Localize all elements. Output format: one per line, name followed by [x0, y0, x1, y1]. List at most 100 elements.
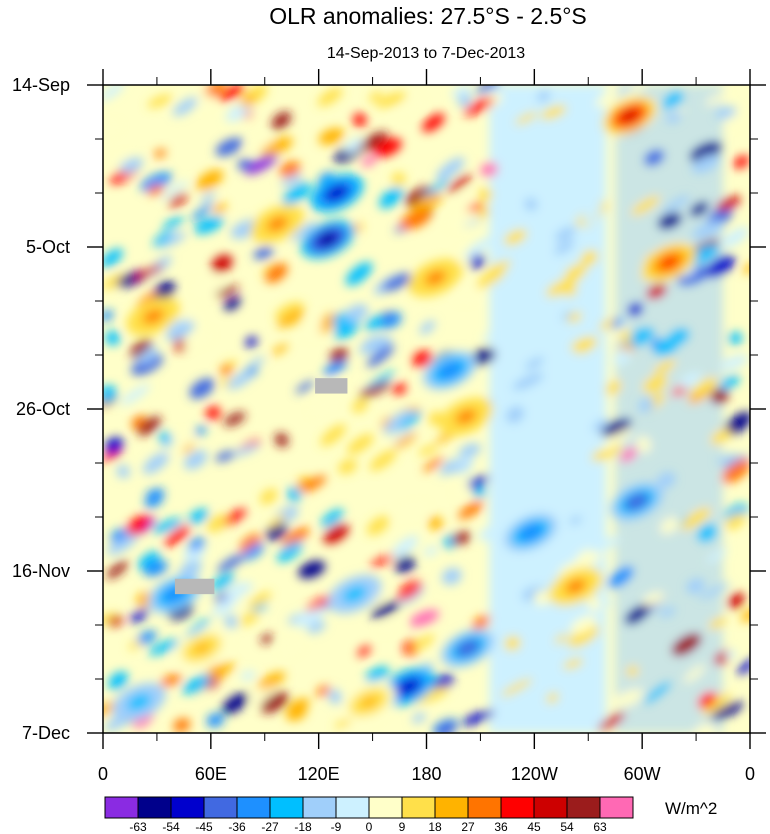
anomaly-cell	[182, 674, 212, 694]
colorbar-swatch	[401, 796, 436, 819]
anomaly-cell	[334, 717, 355, 729]
anomaly-cell	[295, 606, 325, 628]
anomaly-cell	[659, 607, 676, 618]
anomaly-cell	[220, 364, 233, 376]
anomaly-core	[401, 681, 416, 692]
anomaly-cell	[153, 231, 172, 247]
anomaly-cell	[708, 616, 727, 630]
anomaly-cell	[580, 249, 598, 267]
anomaly-cell	[194, 426, 207, 436]
anomaly-cell	[103, 701, 117, 717]
anomaly-cell	[212, 596, 241, 616]
anomaly-field	[103, 85, 750, 733]
anomaly-cell	[265, 263, 288, 283]
anomaly-cell	[140, 172, 173, 192]
anomaly-cell	[570, 336, 598, 354]
anomaly-cell	[359, 381, 392, 398]
colorbar-label: -54	[162, 820, 180, 834]
anomaly-cell	[196, 169, 224, 191]
colorbar-swatch	[137, 796, 172, 819]
chart-subtitle: 14-Sep-2013 to 7-Dec-2013	[327, 45, 525, 62]
colorbar-units: W/m^2	[665, 799, 717, 818]
anomaly-cell	[257, 671, 286, 690]
anomaly-cell	[418, 445, 438, 456]
anomaly-cell	[383, 409, 415, 435]
x-tick-label: 120W	[511, 764, 558, 784]
anomaly-cell	[705, 255, 735, 278]
anomaly-cell	[600, 418, 632, 437]
anomaly-core	[442, 365, 458, 376]
anomaly-cell	[654, 359, 676, 375]
anomaly-cell	[694, 724, 715, 733]
anomaly-cell	[369, 590, 388, 605]
anomaly-cell	[142, 452, 170, 474]
anomaly-cell	[705, 94, 728, 105]
colorbar-label: 9	[399, 820, 406, 834]
anomaly-cell	[660, 517, 679, 534]
anomaly-cell	[362, 155, 377, 167]
anomaly-cell	[455, 484, 471, 495]
anomaly-cell	[627, 302, 643, 317]
anomaly-cell	[702, 692, 731, 716]
anomaly-cell	[451, 85, 473, 98]
anomaly-cell	[345, 304, 369, 322]
anomaly-cell	[344, 137, 363, 154]
anomaly-cell	[288, 698, 310, 712]
anomaly-cell	[163, 216, 184, 230]
anomaly-cell	[449, 210, 480, 227]
anomaly-cell	[295, 380, 315, 394]
anomaly-core	[523, 527, 539, 538]
anomaly-cell	[307, 620, 326, 634]
anomaly-cell	[240, 670, 256, 681]
anomaly-cell	[393, 383, 407, 395]
anomaly-cell	[546, 692, 559, 704]
anomaly-cell	[317, 87, 343, 107]
anomaly-cell	[173, 718, 191, 733]
colorbar-label: -18	[294, 820, 312, 834]
anomaly-cell	[615, 85, 645, 104]
y-tick-label: 26-Oct	[16, 399, 70, 419]
anomaly-cell	[554, 226, 576, 242]
anomaly-cell	[370, 601, 400, 618]
anomaly-cell	[159, 431, 172, 447]
anomaly-cell	[153, 518, 183, 534]
anomaly-cell	[657, 471, 676, 489]
anomaly-cell	[352, 399, 368, 413]
anomaly-cell	[602, 428, 632, 451]
anomaly-cell	[137, 630, 157, 645]
anomaly-cell	[665, 110, 682, 124]
anomaly-cell	[575, 547, 602, 567]
anomaly-cell	[419, 179, 449, 202]
anomaly-cell	[108, 671, 129, 690]
anomaly-cell	[561, 311, 573, 321]
anomaly-cell	[711, 701, 744, 721]
y-tick-label: 16-Nov	[12, 561, 70, 581]
anomaly-cell	[347, 434, 374, 455]
anomaly-cell	[119, 157, 144, 174]
missing-data-patch	[174, 578, 215, 595]
anomaly-cell	[438, 462, 472, 476]
anomaly-cell	[279, 161, 301, 178]
colorbar-label: 27	[461, 820, 475, 834]
anomaly-core	[329, 187, 344, 199]
anomaly-cell	[698, 692, 717, 709]
anomaly-cell	[277, 541, 303, 563]
anomaly-cell	[473, 486, 487, 498]
anomaly-cell	[148, 639, 180, 656]
anomaly-cell	[172, 97, 198, 116]
colorbar-swatch	[236, 796, 271, 819]
anomaly-cell	[225, 102, 252, 122]
colorbar-swatch	[203, 796, 238, 819]
anomaly-cell	[197, 93, 213, 109]
anomaly-cell	[105, 330, 120, 346]
anomaly-cell	[253, 246, 274, 260]
anomaly-cell	[316, 685, 331, 697]
anomaly-cell	[579, 696, 599, 714]
chart-title: OLR anomalies: 27.5°S - 2.5°S	[269, 3, 587, 29]
anomaly-cell	[591, 444, 623, 462]
y-tick-label: 5-Oct	[26, 237, 70, 257]
anomaly-cell	[524, 197, 538, 211]
anomaly-cell	[684, 665, 705, 683]
colorbar-label: -27	[261, 820, 279, 834]
anomaly-cell	[395, 556, 416, 573]
